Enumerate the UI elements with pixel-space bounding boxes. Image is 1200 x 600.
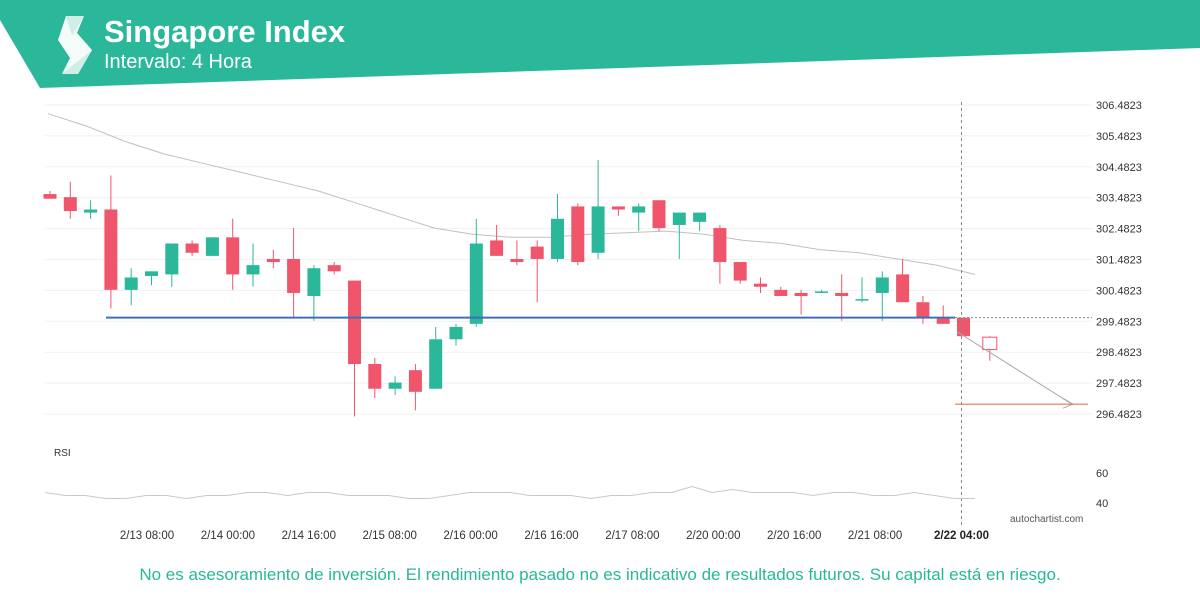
time-tick-label: 2/20 16:00	[767, 530, 821, 542]
candle-down	[266, 258, 280, 263]
header-background	[0, 0, 1200, 88]
time-tick-label: 2/21 08:00	[848, 530, 902, 542]
candle-up	[591, 206, 605, 253]
price-tick-label: 303.4823	[1096, 193, 1142, 205]
candle-up	[632, 206, 646, 213]
candle-down	[713, 228, 727, 263]
candle-down	[957, 317, 970, 337]
time-tick-label: 2/16 00:00	[443, 530, 497, 542]
candle-down	[63, 197, 77, 212]
candle-up	[84, 209, 98, 213]
candle-down	[510, 258, 524, 263]
forecast-arrow	[956, 331, 1073, 405]
candle-down	[896, 274, 910, 303]
chart-title: Singapore Index	[104, 14, 346, 49]
disclaimer: No es asesoramiento de inversión. El ren…	[139, 565, 1061, 584]
moving-average	[47, 113, 976, 275]
price-tick-label: 306.4823	[1096, 100, 1142, 112]
candle-up	[449, 326, 463, 340]
candle-down	[490, 240, 504, 256]
price-tick-label: 301.4823	[1096, 255, 1142, 267]
candle-up	[693, 212, 707, 222]
candle-up	[388, 382, 402, 389]
header-banner: Singapore Index Intervalo: 4 Hora	[0, 0, 1200, 90]
candle-up	[469, 243, 483, 324]
price-tick-label: 298.4823	[1096, 347, 1142, 359]
pattern-overlay	[106, 102, 1092, 525]
candle-down	[936, 317, 950, 324]
candle-up	[814, 291, 828, 293]
time-axis: 2/13 08:00 2/14 00:00 2/14 16:00 2/15 08:00…	[120, 530, 989, 542]
candle-down	[652, 200, 666, 229]
price-tick-label: 302.4823	[1096, 224, 1142, 236]
forecast-candle	[982, 336, 998, 351]
price-tick-label: 300.4823	[1096, 285, 1142, 297]
watermark: autochartist.com	[1010, 514, 1084, 525]
candle-down	[611, 206, 625, 210]
candle-up	[145, 271, 158, 276]
candle-up	[672, 212, 686, 225]
candle-up	[307, 268, 321, 297]
candle-down	[571, 206, 585, 263]
candle-up	[124, 277, 138, 290]
price-tick-label: 304.4823	[1096, 162, 1142, 174]
rsi-tick-label: 60	[1096, 468, 1108, 480]
rsi-line	[44, 485, 975, 500]
candle-up	[246, 265, 260, 275]
rsi-label: RSI	[54, 448, 71, 459]
candle-down	[754, 283, 767, 287]
rsi-tick-label: 40	[1096, 498, 1108, 510]
price-tick-label: 297.4823	[1096, 378, 1142, 390]
moving-average-line	[47, 113, 976, 275]
price-tick-label: 305.4823	[1096, 131, 1142, 143]
candle-up	[165, 243, 179, 275]
candle-down	[774, 289, 788, 297]
candle-down	[916, 302, 930, 318]
time-tick-label: 2/14 16:00	[282, 530, 336, 542]
candle-down	[287, 258, 301, 293]
candle-down	[408, 370, 422, 392]
time-tick-label: 2/20 00:00	[686, 530, 740, 542]
time-tick-label: 2/13 08:00	[120, 530, 174, 542]
interval-label: Intervalo: 4 Hora	[104, 51, 252, 73]
candle-down	[530, 246, 544, 259]
candle-down	[348, 280, 361, 365]
grid-lines	[45, 104, 1092, 415]
candle-down	[104, 209, 118, 290]
candle-down	[327, 265, 341, 272]
candle-down	[733, 262, 747, 281]
candle-up	[429, 339, 443, 389]
time-tick-label: 2/16 16:00	[524, 530, 578, 542]
candles	[43, 160, 970, 417]
time-tick-label: 2/14 00:00	[201, 530, 255, 542]
time-tick-label: 2/17 08:00	[605, 530, 659, 542]
candle-down	[226, 237, 240, 275]
autochartist-logo-icon	[58, 16, 92, 74]
price-axis: 306.4823 305.4823 304.4823 303.4823 302.4823…	[1096, 100, 1142, 421]
time-tick-label-current: 2/22 04:00	[934, 530, 989, 542]
candle-up	[205, 237, 219, 256]
price-tick-label: 296.4823	[1096, 409, 1142, 421]
candle-down	[185, 243, 199, 253]
candle-down	[43, 194, 57, 199]
rsi-panel: 60 40	[44, 468, 1108, 510]
candle-up	[855, 299, 869, 301]
price-tick-label: 299.4823	[1096, 316, 1142, 328]
time-tick-label: 2/15 08:00	[363, 530, 417, 542]
candle-up	[875, 277, 889, 293]
candle-up	[551, 218, 564, 259]
candle-down	[794, 292, 808, 297]
candle-down	[368, 364, 382, 389]
candle-down	[835, 292, 849, 297]
